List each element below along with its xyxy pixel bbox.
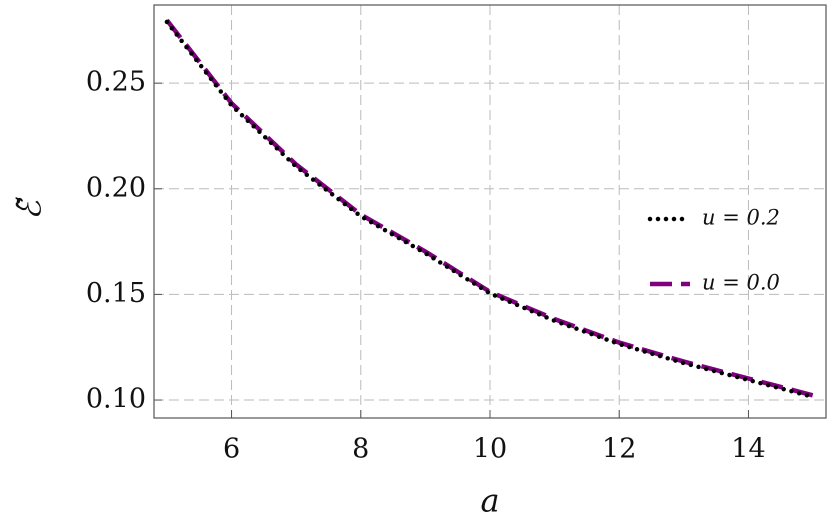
x-tick-label: 14 (731, 434, 765, 465)
x-tick-label: 6 (223, 434, 240, 465)
y-axis-label: ℰ̃ (11, 196, 49, 219)
legend-label: u = 0.0 (702, 271, 780, 295)
series-line (164, 19, 816, 400)
legend-label: u = 0.2 (702, 206, 780, 230)
y-tick-label: 0.15 (86, 278, 146, 309)
x-tick-label: 8 (352, 434, 369, 465)
plot-frame (153, 4, 827, 419)
x-axis-label: a (480, 482, 499, 518)
x-tick-label: 12 (602, 434, 636, 465)
y-tick-label: 0.20 (86, 172, 146, 203)
y-tick-label: 0.25 (86, 67, 146, 98)
y-tick-label: 0.10 (86, 384, 146, 415)
x-tick-label: 10 (473, 434, 507, 465)
